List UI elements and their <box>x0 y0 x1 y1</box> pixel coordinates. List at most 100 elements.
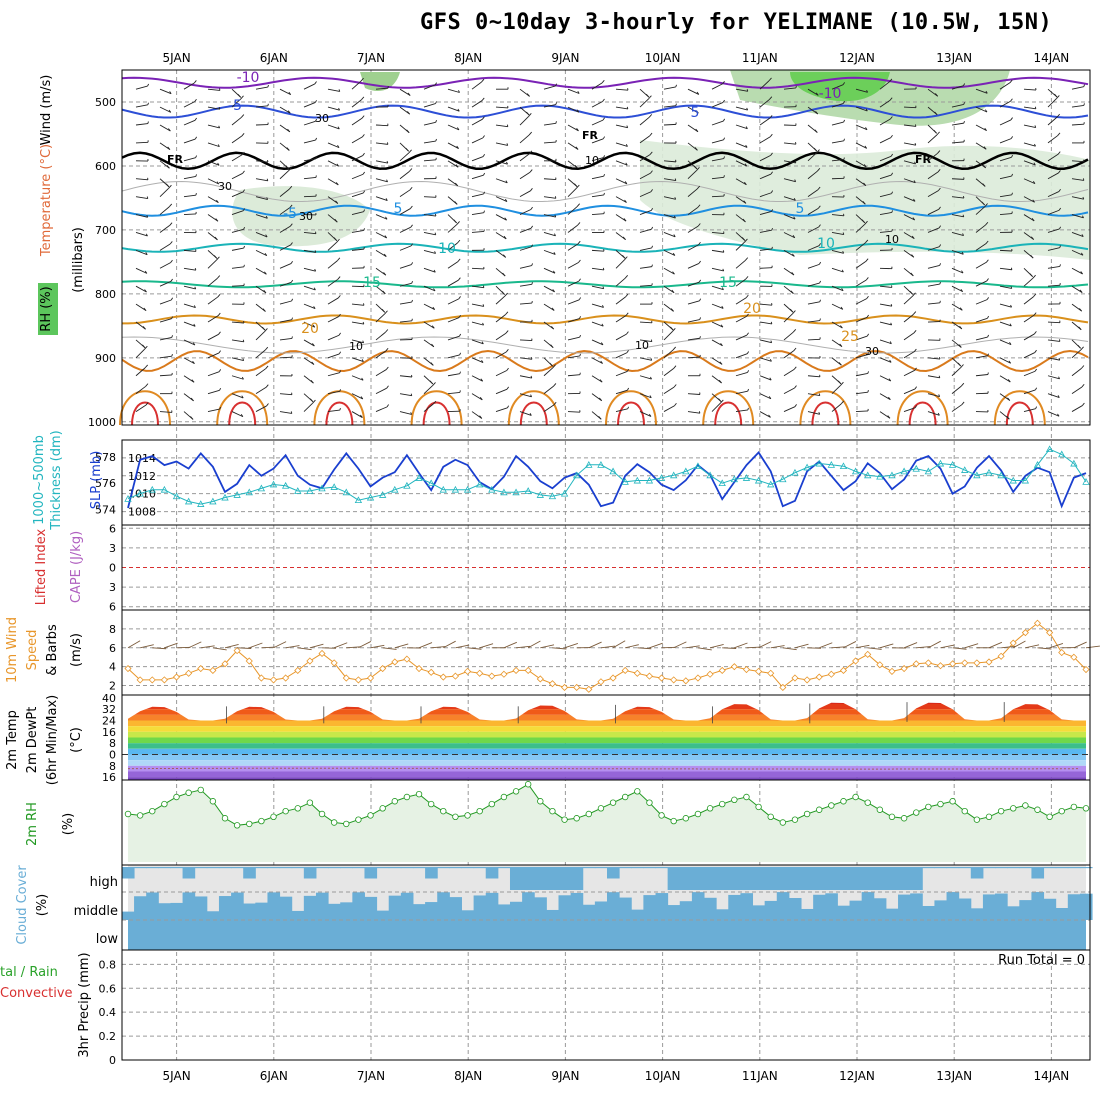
wind-barb <box>543 404 555 412</box>
wind-barb <box>783 196 796 201</box>
wind-barb-flag <box>1077 344 1081 349</box>
wind-barb <box>1071 386 1083 395</box>
thickness-marker <box>754 476 763 484</box>
wind-barb <box>975 243 987 251</box>
cloud-middle-bar <box>315 892 329 920</box>
wind-barb-flag <box>454 201 458 205</box>
wind-barb <box>975 206 986 215</box>
wind-barb-flag <box>433 269 436 273</box>
wind-barb-flag <box>1034 349 1037 353</box>
thickness-marker <box>1021 476 1030 484</box>
wind-barb <box>927 375 940 379</box>
wind10-barb <box>988 641 1003 649</box>
wind-barb <box>183 82 195 90</box>
rh-marker <box>318 810 326 818</box>
wind-barb-flag <box>145 233 148 237</box>
wind-barb-flag <box>1078 326 1082 331</box>
wind-barb-flag <box>914 142 917 146</box>
rh-marker <box>706 805 714 812</box>
wind-barb-flag <box>214 236 218 241</box>
pressure-tick: 900 <box>95 352 116 365</box>
wind-barb <box>903 314 914 323</box>
isotherm-30-bubble <box>799 390 852 426</box>
thickness-marker <box>451 485 460 493</box>
wind-barb-flag <box>431 325 435 329</box>
wind-barb-flag <box>264 346 269 351</box>
wind-barb-flag <box>190 416 194 420</box>
wind-barb <box>399 411 412 415</box>
wind-barb-flag <box>649 132 653 137</box>
wind-barb <box>903 124 916 127</box>
cloud-middle-bar <box>691 892 705 920</box>
cloud-middle-label: middle <box>74 904 118 919</box>
wind-barb-flag <box>337 126 340 130</box>
wind-barb-flag <box>1010 136 1014 139</box>
cloud-low-layer <box>128 920 1086 950</box>
wind-barb <box>807 88 819 96</box>
wind-barb-flag <box>574 164 578 169</box>
rh-marker <box>124 810 132 818</box>
wind-barb-flag <box>237 93 242 98</box>
thickness-marker <box>536 491 544 498</box>
wind-barb <box>783 142 796 145</box>
wind-barb <box>399 189 411 198</box>
wind-barb <box>639 191 652 198</box>
wind-barb-flag <box>145 383 149 387</box>
wind-barb <box>399 301 412 305</box>
wind-barb <box>663 249 676 256</box>
wind-barb-flag <box>530 225 534 229</box>
wind10-barb <box>709 643 724 649</box>
wind-barb <box>711 232 724 234</box>
rh-marker <box>294 805 301 812</box>
wind-barb-flag <box>1057 132 1061 136</box>
wind-barb-flag <box>1034 368 1038 372</box>
wind-barb <box>855 261 867 269</box>
wind-barb-flag <box>242 339 245 342</box>
cloud-middle-bar <box>497 904 511 920</box>
wind-barb-flag <box>913 330 917 334</box>
thickness-marker <box>912 464 920 472</box>
wind-barb <box>735 124 748 130</box>
wind-barb-flag <box>458 296 461 300</box>
wind10-barb <box>928 640 941 649</box>
wind-barb-flag <box>909 291 914 295</box>
wind-barb-flag <box>863 164 867 168</box>
wind-barb-flag <box>216 181 220 185</box>
wind-barb <box>303 267 316 272</box>
cloud-high-bar <box>752 867 766 890</box>
wind-barb-flag <box>961 251 964 255</box>
temp-band <box>128 765 1086 772</box>
wind-barb <box>783 369 795 377</box>
wind-speed-marker <box>1082 665 1090 674</box>
cloud-middle-bar <box>667 905 681 920</box>
wind-barb <box>567 318 580 323</box>
wind-barb-flag <box>818 261 822 265</box>
date-label-bottom: 13JAN <box>936 1069 972 1083</box>
wind-barb-flag <box>266 403 269 407</box>
wind-barb <box>711 339 723 347</box>
thickness-marker <box>742 474 751 481</box>
wind-barb <box>327 278 339 287</box>
contour-label: 5 <box>796 201 805 217</box>
cloud-high-bar <box>146 867 159 869</box>
wind-speed-marker <box>560 683 569 692</box>
cloud-high-bar <box>873 867 887 890</box>
wind-barb <box>447 106 460 112</box>
date-label-bottom: 7JAN <box>357 1069 385 1083</box>
wind-barb-flag <box>170 297 174 301</box>
wind-speed-marker <box>573 683 581 692</box>
wind-barb <box>831 102 844 108</box>
wind-barb-flag <box>507 405 510 409</box>
wind-speed-marker <box>839 666 848 675</box>
thickness-marker <box>475 480 484 488</box>
wind-barb-flag <box>526 111 530 116</box>
wind-barb <box>999 100 1011 108</box>
wind-barb-flag <box>695 128 699 133</box>
wind-barb <box>903 232 915 240</box>
precip-panel <box>121 949 1091 1061</box>
thickness-marker <box>463 485 472 493</box>
wind10-barb <box>964 643 979 649</box>
wind-barb <box>903 407 916 412</box>
wind-barb <box>231 266 244 269</box>
wind-barb-flag <box>1006 415 1010 420</box>
